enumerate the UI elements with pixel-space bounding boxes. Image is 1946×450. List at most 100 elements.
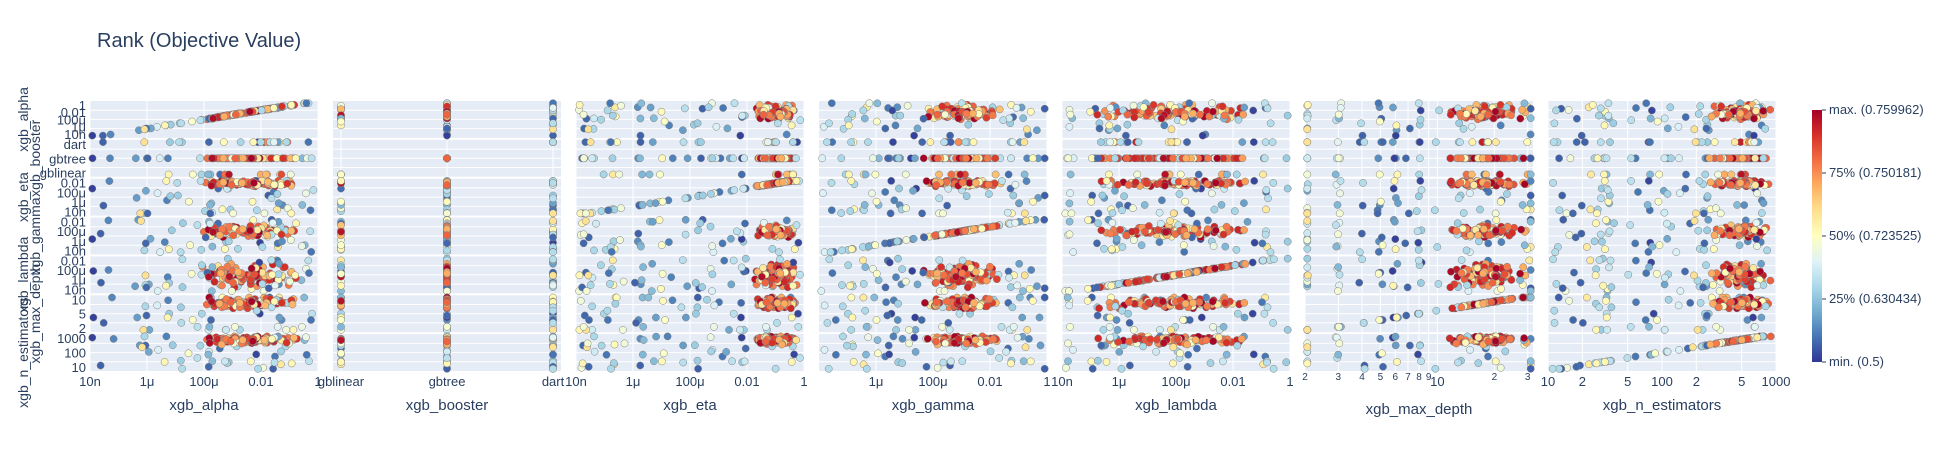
data-point: [1259, 170, 1267, 179]
data-point: [1674, 122, 1683, 131]
data-point: [249, 138, 258, 146]
data-point: [1643, 201, 1652, 209]
data-point: [913, 124, 922, 133]
data-point: [582, 209, 590, 218]
data-point: [846, 207, 855, 215]
data-point: [1243, 217, 1252, 226]
data-point: [988, 222, 997, 231]
data-point: [887, 177, 896, 185]
data-point: [186, 241, 194, 250]
data-point: [1334, 154, 1343, 163]
data-point: [1378, 241, 1387, 250]
data-point: [603, 106, 612, 115]
data-point: [658, 197, 667, 206]
data-point: [864, 138, 872, 146]
data-point: [140, 125, 149, 134]
data-point: [1336, 177, 1345, 185]
data-point: [1682, 170, 1690, 179]
data-point: [1484, 110, 1492, 119]
data-point: [1454, 194, 1463, 203]
data-point: [337, 177, 345, 185]
data-point: [1672, 248, 1681, 257]
data-point: [1360, 138, 1369, 146]
data-point: [1604, 99, 1613, 108]
data-point: [1660, 208, 1669, 217]
data-point: [196, 154, 204, 163]
data-point: [1100, 244, 1108, 253]
data-point: [789, 258, 798, 267]
data-point: [1102, 177, 1111, 185]
data-point: [1735, 241, 1744, 250]
data-point: [838, 246, 846, 255]
data-point: [647, 287, 656, 295]
data-point: [1759, 154, 1768, 163]
data-point: [443, 269, 451, 278]
data-point: [648, 259, 657, 268]
data-point: [956, 170, 965, 179]
data-point: [1283, 184, 1292, 193]
data-point: [1569, 209, 1577, 218]
data-point: [1660, 114, 1669, 123]
data-point: [549, 233, 557, 242]
data-point: [938, 102, 947, 111]
data-point: [881, 124, 890, 133]
data-point: [1404, 209, 1413, 218]
data-point: [590, 114, 598, 123]
data-point: [1334, 230, 1342, 239]
data-point: [1028, 154, 1037, 163]
data-point: [1250, 177, 1259, 185]
data-point: [247, 264, 256, 273]
data-point: [1207, 189, 1216, 198]
data-point: [219, 154, 228, 163]
data-point: [1375, 170, 1384, 179]
data-point: [298, 242, 306, 250]
data-point: [1375, 117, 1384, 126]
data-point: [287, 101, 296, 109]
data-point: [579, 154, 588, 163]
data-point: [1702, 124, 1711, 133]
data-point: [1161, 170, 1169, 179]
data-point: [1517, 225, 1526, 234]
data-point: [681, 215, 690, 224]
data-point: [886, 209, 895, 218]
data-point: [1335, 209, 1344, 218]
data-point: [443, 239, 451, 248]
data-point: [443, 154, 451, 163]
data-point: [1182, 154, 1190, 163]
data-point: [991, 154, 1000, 163]
data-point: [972, 154, 981, 163]
data-point: [253, 226, 262, 234]
data-point: [1431, 206, 1439, 215]
chart-title: Rank (Objective Value): [97, 30, 302, 52]
data-point: [873, 99, 882, 108]
data-point: [1303, 209, 1312, 218]
data-point: [1496, 197, 1505, 206]
data-point: [1003, 208, 1012, 217]
data-point: [229, 231, 238, 240]
data-point: [196, 116, 205, 125]
data-point: [1757, 209, 1766, 217]
data-point: [227, 181, 236, 189]
data-point: [606, 280, 614, 288]
data-point: [1520, 99, 1529, 108]
data-point: [1066, 170, 1075, 179]
data-point: [778, 178, 787, 187]
data-point: [1566, 154, 1575, 163]
data-point: [1167, 138, 1176, 146]
data-point: [1627, 154, 1635, 163]
data-point: [889, 138, 897, 146]
data-point: [1738, 154, 1747, 163]
data-point: [208, 242, 217, 251]
data-point: [933, 154, 942, 163]
data-point: [888, 106, 897, 115]
data-point: [283, 179, 292, 188]
data-point: [826, 248, 835, 257]
data-point: [1736, 109, 1745, 118]
data-point: [868, 189, 876, 198]
data-point: [636, 138, 645, 146]
data-point: [173, 179, 182, 187]
data-point: [1204, 216, 1212, 225]
data-point: [155, 154, 164, 163]
data-point: [178, 283, 187, 291]
data-point: [694, 226, 702, 235]
